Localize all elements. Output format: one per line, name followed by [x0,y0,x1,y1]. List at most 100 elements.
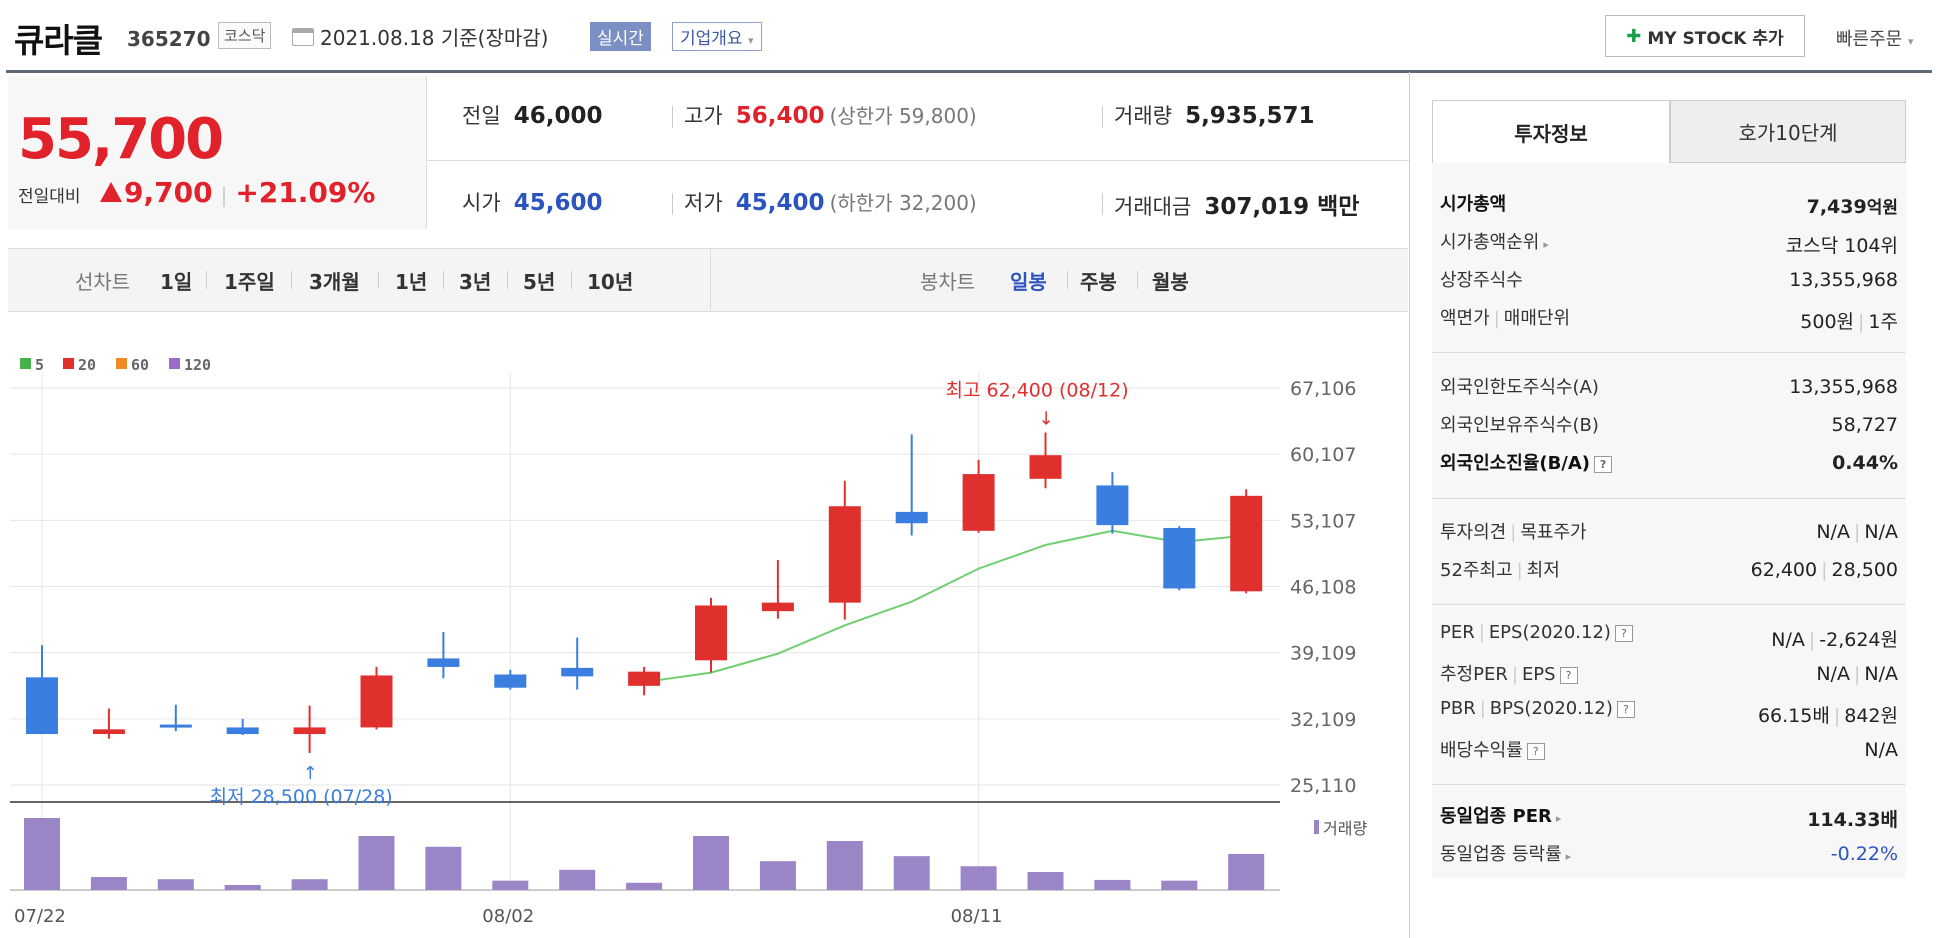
market-cap-value: 7,439억원 [1807,193,1898,218]
volume-bar [693,836,729,890]
help-icon[interactable]: ? [1614,624,1633,642]
help-icon[interactable]: ? [1526,742,1545,760]
volume-bar [291,879,328,890]
face-lot-label: 액면가 | 매매단위 [1440,308,1571,329]
market-cap-rank[interactable]: 시가총액순위 ▸ [1440,228,1549,254]
volume-label: 거래량 [1114,104,1172,128]
add-mystock-button[interactable]: ✚ MY STOCK 추가 [1605,15,1805,57]
tab-sep [1067,271,1068,289]
x-tick-label: 08/11 [951,906,1003,927]
est-per-val: N/A [1816,663,1850,685]
help-icon[interactable]: ? [1559,666,1578,684]
candle-body [962,474,995,531]
tab-weekly[interactable]: 주봉 [1080,270,1117,294]
panel-sep [1432,352,1906,353]
prev-label: 전일 [462,104,501,128]
tab-invest-info[interactable]: 투자정보 [1432,100,1670,163]
sector-rate-value: -0.22% [1830,843,1898,865]
w52-value: 62,400 | 28,500 [1750,559,1898,581]
volume-bar [1027,872,1064,890]
y-tick-label: 39,109 [1290,643,1356,665]
bps-val: 842원 [1844,705,1898,727]
tab-sep [507,271,508,289]
opinion-text: 투자의견 [1440,522,1507,543]
bps-text: BPS(2020.12) [1489,698,1613,719]
volume-bar [626,882,663,890]
est-eps-val: N/A [1864,663,1898,685]
w52-high-text: 52주최고 [1440,560,1513,581]
company-info-label: 기업개요 [680,29,743,49]
tab-1y[interactable]: 1년 [395,270,428,294]
low-value: 45,400 [735,190,825,216]
prev-close: 전일 46,000 [462,100,603,130]
tab-10y[interactable]: 10년 [587,270,634,294]
candlestick-chart: 67,106 60,107 53,107 46,108 39,109 32,109 25,1… [10,356,1367,927]
y-tick-label: 67,106 [1290,378,1356,400]
volume-bar [759,861,796,890]
volume-bar [492,880,529,890]
x-tick-label: 08/02 [482,906,534,927]
rank-label: 시가총액순위 [1440,232,1540,253]
foreign-limit-value: 13,355,968 [1789,376,1898,398]
annotation-high: 최고 62,400 (08/12) [946,379,1129,401]
volume-bar [826,841,863,890]
per-eps-label: PER | EPS(2020.12)? [1440,622,1633,643]
tab-5y[interactable]: 5년 [523,270,556,294]
w52-low-val: 28,500 [1831,559,1898,581]
low-price: 저가 45,400 (하한가 32,200) [684,187,977,217]
amount-label: 거래대금 [1114,195,1192,219]
tab-hoga[interactable]: 호가10단계 [1670,100,1906,163]
candle-body [1096,485,1129,526]
market-cap-unit: 억원 [1866,198,1898,218]
chevron-right-icon: ▸ [1543,238,1549,251]
quick-order-menu[interactable]: 빠른주문 ▾ [1836,25,1914,51]
company-info-dropdown[interactable]: 기업개요 ▾ [672,22,762,51]
stock-code: 365270 [127,27,211,51]
foreign-rate-text: 외국인소진율(B/A) [1440,453,1591,474]
y-tick-label: 53,107 [1290,510,1356,532]
chevron-down-icon: ▾ [747,34,754,47]
candle-body [26,677,58,735]
tab-split [710,249,711,310]
tab-monthly[interactable]: 월봉 [1152,270,1189,294]
tab-daily[interactable]: 일봉 [1010,270,1047,294]
arrow-down-icon: ↓ [1039,408,1054,429]
high-value: 56,400 [735,103,825,129]
legend-label: 120 [184,356,211,374]
opinion-label: 투자의견 | 목표주가 [1440,522,1587,543]
sector-rate-label[interactable]: 동일업종 등락률 ▸ [1440,840,1571,866]
divider [1102,193,1103,215]
tab-3m[interactable]: 3개월 [309,270,360,294]
shares-value: 13,355,968 [1789,269,1898,291]
divider [1102,106,1103,128]
per-eps-value: N/A | -2,624원 [1771,629,1898,651]
sector-per-label[interactable]: 동일업종 PER ▸ [1440,802,1561,828]
pbr-text: PBR [1440,698,1476,719]
volume-bar [1228,854,1265,890]
opinion-value: N/A | N/A [1816,521,1898,543]
legend-swatch [169,358,180,369]
market-cap-number: 7,439 [1806,196,1867,218]
divider [672,193,673,215]
tab-1w[interactable]: 1주일 [224,270,275,294]
candle-body [427,658,460,667]
tab-1d[interactable]: 1일 [160,270,193,294]
est-per-text: 추정PER [1440,664,1508,685]
help-icon[interactable]: ? [1594,455,1613,473]
sector-rate-text: 동일업종 등락률 [1440,844,1562,865]
foreign-rate-label: 외국인소진율(B/A)? [1440,449,1613,475]
sector-per-text: 동일업종 PER [1440,806,1552,827]
tab-sep [571,271,572,289]
volume-bar [90,877,127,890]
pbr-bps-label: PBR | BPS(2020.12)? [1440,698,1635,719]
candle-body [1230,495,1263,592]
tab-3y[interactable]: 3년 [459,270,492,294]
help-icon[interactable]: ? [1616,700,1635,718]
rank-value: 코스닥 104위 [1785,235,1898,257]
per-text: PER [1440,622,1475,643]
volume-bar [358,836,395,890]
legend-swatch [63,358,74,369]
volume-legend-label: 거래량 [1323,819,1367,838]
panel-sep [1432,784,1906,785]
realtime-button[interactable]: 실시간 [590,22,651,51]
